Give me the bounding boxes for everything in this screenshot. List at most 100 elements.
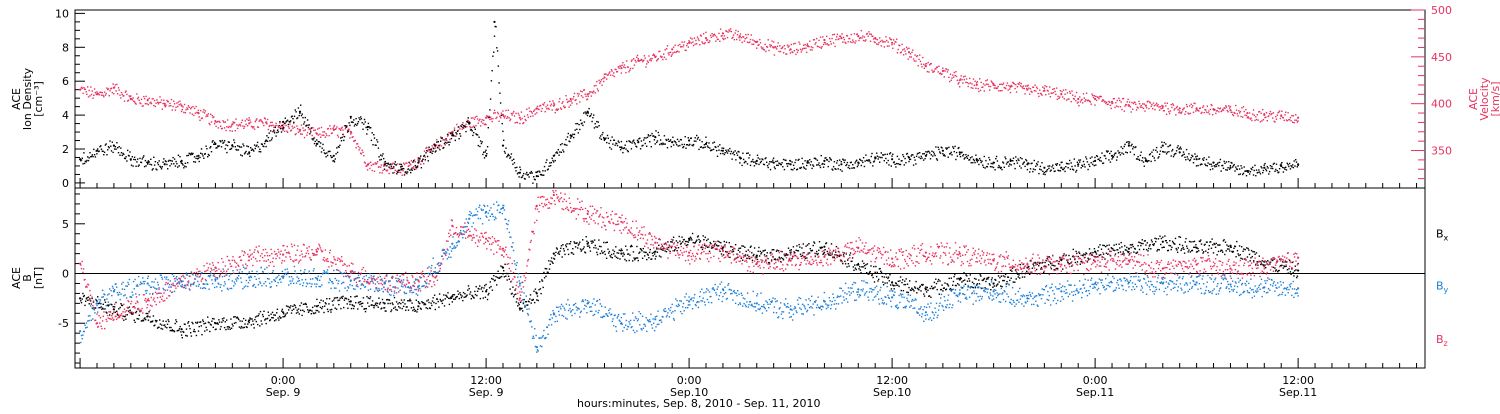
point	[301, 302, 302, 303]
point	[987, 166, 988, 167]
point	[289, 123, 290, 124]
point	[378, 166, 379, 167]
point	[1284, 114, 1285, 115]
point	[583, 246, 584, 247]
point	[217, 121, 218, 122]
point	[499, 93, 500, 94]
point	[526, 301, 527, 302]
point	[400, 172, 401, 173]
point	[513, 296, 514, 297]
point	[109, 314, 110, 315]
point	[1071, 90, 1072, 91]
point	[315, 141, 316, 142]
point	[1084, 166, 1085, 167]
point	[1166, 153, 1167, 154]
point	[458, 138, 459, 139]
point	[794, 43, 795, 44]
point	[701, 141, 702, 142]
anchor-point	[367, 126, 369, 128]
point	[1021, 86, 1022, 87]
point	[497, 277, 498, 278]
point	[183, 112, 184, 113]
point	[972, 162, 973, 163]
point	[191, 322, 192, 323]
point	[989, 283, 990, 284]
point	[598, 80, 599, 81]
point	[1268, 115, 1269, 116]
point	[1064, 167, 1065, 168]
point	[925, 151, 926, 152]
point	[552, 100, 553, 101]
point	[551, 257, 552, 258]
point	[1124, 146, 1125, 147]
point	[873, 266, 874, 267]
point	[332, 132, 333, 133]
point	[644, 137, 645, 138]
point	[411, 302, 412, 303]
point	[1177, 145, 1178, 146]
point	[390, 163, 391, 164]
point	[172, 109, 173, 110]
point	[715, 40, 716, 41]
point	[116, 84, 117, 85]
point	[1210, 169, 1211, 170]
point	[1075, 171, 1076, 172]
point	[1005, 274, 1006, 275]
point	[590, 91, 591, 92]
point	[547, 272, 548, 273]
point	[1264, 163, 1265, 164]
point	[133, 159, 134, 160]
point	[419, 303, 420, 304]
point	[958, 147, 959, 148]
point	[1104, 101, 1105, 102]
point	[313, 130, 314, 131]
point	[636, 246, 637, 247]
point	[568, 133, 569, 134]
anchor-point	[1128, 145, 1130, 147]
point	[649, 59, 650, 60]
point	[695, 137, 696, 138]
point	[724, 35, 725, 36]
point	[684, 41, 685, 42]
point	[988, 157, 989, 158]
point	[770, 169, 771, 170]
anchor-point	[265, 139, 267, 141]
anchor-point	[620, 67, 622, 69]
point	[194, 108, 195, 109]
point	[94, 88, 95, 89]
point	[836, 36, 837, 37]
anchor-point	[519, 117, 521, 119]
point	[218, 319, 219, 320]
point	[1067, 92, 1068, 93]
point	[254, 327, 255, 328]
point	[508, 155, 509, 156]
point	[590, 250, 591, 251]
point	[1029, 94, 1030, 95]
point	[247, 125, 248, 126]
point	[885, 158, 886, 159]
point	[202, 111, 203, 112]
point	[125, 316, 126, 317]
point	[1139, 103, 1140, 104]
point	[114, 148, 115, 149]
point	[91, 156, 92, 157]
point	[433, 297, 434, 298]
point	[1001, 167, 1002, 168]
point	[580, 90, 581, 91]
point	[681, 139, 682, 140]
point	[211, 151, 212, 152]
point	[120, 97, 121, 98]
point	[118, 308, 119, 309]
anchor-point	[79, 89, 81, 91]
point	[495, 280, 496, 281]
point	[733, 251, 734, 252]
point	[1284, 167, 1285, 168]
point	[618, 66, 619, 67]
point	[475, 125, 476, 126]
point	[729, 30, 730, 31]
point	[743, 37, 744, 38]
point	[877, 39, 878, 40]
point	[1178, 112, 1179, 113]
point	[470, 127, 471, 128]
point	[167, 324, 168, 325]
